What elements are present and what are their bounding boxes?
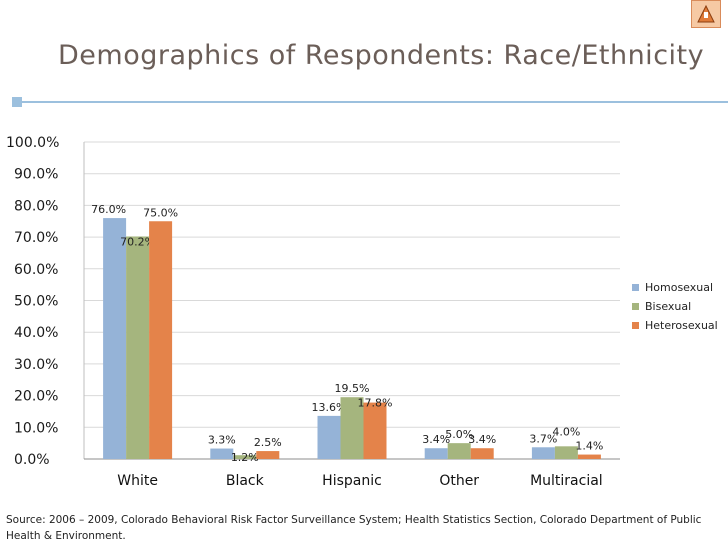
data-label: 19.5% xyxy=(335,382,370,395)
data-label: 17.8% xyxy=(358,397,393,410)
y-tick-label: 50.0% xyxy=(14,294,58,310)
bar xyxy=(103,218,127,459)
x-tick-label: Black xyxy=(226,473,265,489)
bar xyxy=(447,443,471,459)
bar-chart: 0.0% 10.0% 20.0% 30.0% 40.0% 50.0% 60.0% 70.0% 8… xyxy=(6,135,718,489)
legend-label: Homosexual xyxy=(645,281,713,294)
data-label: 3.4% xyxy=(468,433,496,446)
title-rule-marker xyxy=(12,97,22,107)
bar xyxy=(470,448,494,459)
data-label: 2.5% xyxy=(254,436,282,449)
legend-swatch xyxy=(632,322,639,329)
bar xyxy=(424,448,448,459)
bar xyxy=(233,455,257,459)
data-label: 4.0% xyxy=(552,425,580,438)
y-tick-label: 100.0% xyxy=(6,135,59,151)
bar xyxy=(256,451,280,459)
title-rule xyxy=(22,101,728,103)
presentation-badge-icon xyxy=(691,0,721,28)
bar xyxy=(340,397,364,459)
y-tick-label: 90.0% xyxy=(14,167,58,183)
legend-label: Heterosexual xyxy=(645,319,718,332)
legend-swatch xyxy=(632,284,639,291)
data-label: 76.0% xyxy=(91,203,126,216)
y-tick-label: 70.0% xyxy=(14,230,58,246)
data-label: 5.0% xyxy=(445,428,473,441)
bar xyxy=(363,402,387,459)
data-label: 3.4% xyxy=(422,433,450,446)
data-label: 3.7% xyxy=(529,432,557,445)
source-note: Source: 2006 – 2009, Colorado Behavioral… xyxy=(6,514,702,542)
legend-label: Bisexual xyxy=(645,300,691,313)
y-tick-label: 10.0% xyxy=(14,420,58,436)
y-tick-label: 40.0% xyxy=(14,325,58,341)
y-tick-label: 0.0% xyxy=(14,452,50,468)
x-tick-label: Hispanic xyxy=(322,473,382,489)
bar xyxy=(554,446,578,459)
bar xyxy=(317,415,341,459)
x-tick-label: Multiracial xyxy=(530,473,603,489)
legend-swatch xyxy=(632,303,639,310)
data-label: 75.0% xyxy=(143,206,178,219)
y-tick-label: 60.0% xyxy=(14,262,58,278)
bar xyxy=(149,221,173,459)
x-tick-label: Other xyxy=(439,473,479,489)
page-title: Demographics of Respondents: Race/Ethnic… xyxy=(58,40,705,71)
x-tick-label: White xyxy=(117,473,158,489)
bar xyxy=(577,454,601,459)
y-tick-label: 30.0% xyxy=(14,357,58,373)
data-label: 1.4% xyxy=(575,440,603,453)
bar xyxy=(126,236,150,459)
data-label: 3.3% xyxy=(208,434,236,447)
data-label: 70.2% xyxy=(120,235,155,248)
data-label: 1.2% xyxy=(231,451,259,464)
data-label: 13.6% xyxy=(312,401,347,414)
bar xyxy=(531,447,555,459)
y-tick-label: 80.0% xyxy=(14,198,58,214)
bar xyxy=(210,448,234,459)
y-tick-label: 20.0% xyxy=(14,389,58,405)
